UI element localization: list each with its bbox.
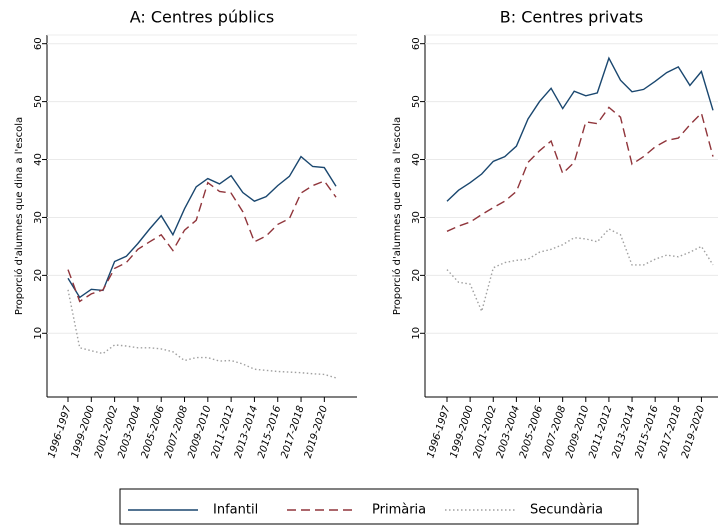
x-tick-label: 2009-2010 [564, 404, 591, 459]
chart-title: B: Centres privats [500, 8, 643, 27]
legend-label: Secundària [530, 503, 603, 518]
chart-title: A: Centres públics [130, 8, 275, 27]
x-tick-label: 2013-2014 [233, 404, 260, 459]
x-tick-label: 1996-1997 [46, 404, 74, 460]
y-tick-label: 10 [411, 327, 422, 340]
x-tick-label: 2017-2018 [279, 404, 306, 459]
x-tick-label: 2015-2016 [634, 404, 661, 459]
x-tick-label: 1999-2000 [449, 404, 476, 459]
x-tick-label: 2019-2020 [680, 404, 707, 459]
line-series [67, 155, 337, 299]
line-series [67, 180, 337, 303]
x-tick-label: 2001-2002 [472, 404, 499, 459]
line-series [67, 289, 337, 379]
y-tick-label: 40 [33, 153, 44, 166]
x-tick-label: 2017-2018 [657, 404, 684, 459]
y-tick-label: 50 [411, 95, 422, 108]
y-axis-label: Proporció d'alumnes que dina a l'escola [13, 117, 25, 315]
x-tick-label: 2003-2004 [116, 404, 143, 459]
y-axis-label: Proporció d'alumnes que dina a l'escola [391, 117, 403, 315]
x-tick-label: 2003-2004 [495, 404, 522, 459]
x-tick-label: 2015-2016 [256, 404, 283, 459]
y-tick-label: 60 [411, 37, 422, 50]
y-tick-label: 20 [33, 269, 44, 282]
line-series [446, 106, 714, 232]
line-series [446, 56, 714, 202]
y-tick-label: 30 [33, 211, 44, 224]
y-tick-label: 20 [411, 269, 422, 282]
x-tick-label: 2013-2014 [610, 404, 637, 459]
x-tick-label: 1999-2000 [70, 404, 97, 459]
x-tick-label: 2001-2002 [93, 404, 120, 459]
legend-label: Primària [372, 503, 426, 518]
x-tick-label: 2011-2012 [210, 404, 237, 459]
x-tick-label: 2005-2006 [140, 404, 167, 459]
x-tick-label: 2007-2008 [163, 404, 190, 459]
x-tick-label: 2009-2010 [186, 404, 213, 459]
y-tick-label: 10 [33, 327, 44, 340]
x-tick-label: 2011-2012 [587, 404, 614, 459]
x-tick-label: 2019-2020 [303, 404, 330, 459]
y-tick-label: 30 [411, 211, 422, 224]
y-tick-label: 40 [411, 153, 422, 166]
legend-box [119, 488, 639, 525]
x-tick-label: 1996-1997 [425, 404, 453, 460]
y-tick-label: 60 [33, 37, 44, 50]
legend-label: Infantil [213, 503, 258, 518]
y-tick-label: 50 [33, 95, 44, 108]
x-tick-label: 2007-2008 [541, 404, 568, 459]
x-tick-label: 2005-2006 [518, 404, 545, 459]
line-series [446, 228, 714, 314]
